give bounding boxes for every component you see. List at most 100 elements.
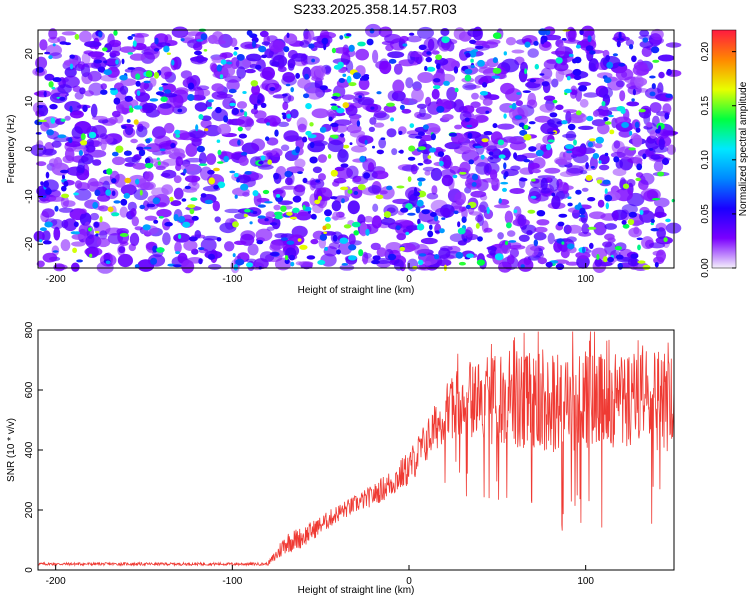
heatmap-cell [73,192,79,196]
heatmap-cell [38,119,47,123]
heatmap-cell [89,212,100,221]
heatmap-cell [349,130,366,138]
heatmap-cell [454,87,459,93]
heatmap-cell [134,264,140,269]
heatmap-cell [642,264,651,270]
heatmap-cell [338,68,347,74]
heatmap-cell [533,232,547,241]
heatmap-cell [458,261,466,266]
heatmap-cell [401,164,420,172]
heatmap-cell [433,85,441,90]
heatmap-cell [492,32,502,39]
heatmap-cell [65,141,82,148]
colorbar-tick-label: 0.05 [700,204,711,224]
heatmap-cell [425,56,433,63]
heatmap-cell [485,110,490,114]
heatmap-cell [50,117,56,124]
heatmap-cell [74,231,80,235]
heatmap-cell [523,134,532,141]
heatmap-cell [274,211,283,216]
heatmap-cell [535,149,544,157]
heatmap-cell [486,206,490,215]
heatmap-cell [156,247,165,253]
heatmap-cell [203,124,222,137]
heatmap-cell [142,224,151,231]
heatmap-cell [481,220,489,233]
heatmap-cell [244,208,251,213]
heatmap-cell [555,104,564,111]
heatmap-cell [132,162,147,170]
heatmap-cell [210,63,218,73]
heatmap-cell [408,32,415,36]
heatmap-cell [198,163,208,166]
heatmap-cell [216,237,222,242]
heatmap-cell [417,131,425,136]
heatmap-cell [80,140,88,146]
heatmap-cell [177,108,183,113]
heatmap-cell [52,250,59,253]
heatmap-cell [566,243,575,250]
heatmap-cell [424,65,428,72]
heatmap-cell [132,32,149,38]
heatmap-cell [40,121,50,132]
heatmap-cell [346,33,352,37]
heatmap-cell [62,200,76,208]
heatmap-cell [620,108,626,114]
heatmap-cell [388,58,397,64]
heatmap-cell [547,131,556,134]
heatmap-cell [605,202,609,210]
heatmap-cell [236,101,248,109]
heatmap-cell [507,230,516,237]
heatmap-cell [247,172,264,181]
heatmap-x-tick-label: 0 [406,274,412,285]
snr-x-tick-label: 100 [577,576,594,587]
heatmap-cell [508,240,517,243]
heatmap-cell [158,216,164,219]
heatmap-cell [82,104,88,113]
heatmap-cell [109,50,121,57]
heatmap-cell [581,223,590,235]
heatmap-cell [345,60,354,74]
heatmap-cell [622,183,630,189]
heatmap-cell [453,99,464,113]
heatmap-cell [431,50,440,55]
heatmap-cell [230,37,238,47]
heatmap-cell [511,49,525,54]
heatmap-cell [180,38,185,42]
heatmap-cell [155,91,165,96]
heatmap-cell [257,99,261,104]
heatmap-cell [302,177,308,184]
heatmap-cell [63,59,80,67]
heatmap-cell [461,149,480,163]
heatmap-cell [69,105,73,113]
heatmap-cell [524,68,528,75]
heatmap-cell [111,212,120,217]
heatmap-cell [328,242,341,250]
heatmap-cell [420,237,438,245]
heatmap-cell [112,110,121,118]
heatmap-cell [612,210,619,222]
heatmap-cell [160,96,168,102]
heatmap-cell [371,215,382,229]
heatmap-cell [457,221,461,228]
heatmap-cell [107,33,115,48]
heatmap-cell [216,139,221,143]
heatmap-cell [482,82,488,88]
heatmap-cell [514,115,523,120]
heatmap-cell [229,138,244,147]
heatmap-cell [519,167,535,175]
heatmap-y-tick-label: 10 [24,95,35,107]
heatmap-cell [424,170,431,176]
heatmap-cell [411,88,424,103]
heatmap-cell [528,121,536,125]
snr-y-tick-label: 0 [24,567,35,573]
heatmap-cell [60,239,71,252]
heatmap-cell [419,134,434,142]
heatmap-cell [642,153,647,160]
heatmap-cell [586,115,594,122]
heatmap-cell [95,233,99,237]
heatmap-cell [288,254,296,261]
heatmap-cell [504,240,509,246]
heatmap-cell [133,119,139,125]
heatmap-cell [461,206,468,220]
